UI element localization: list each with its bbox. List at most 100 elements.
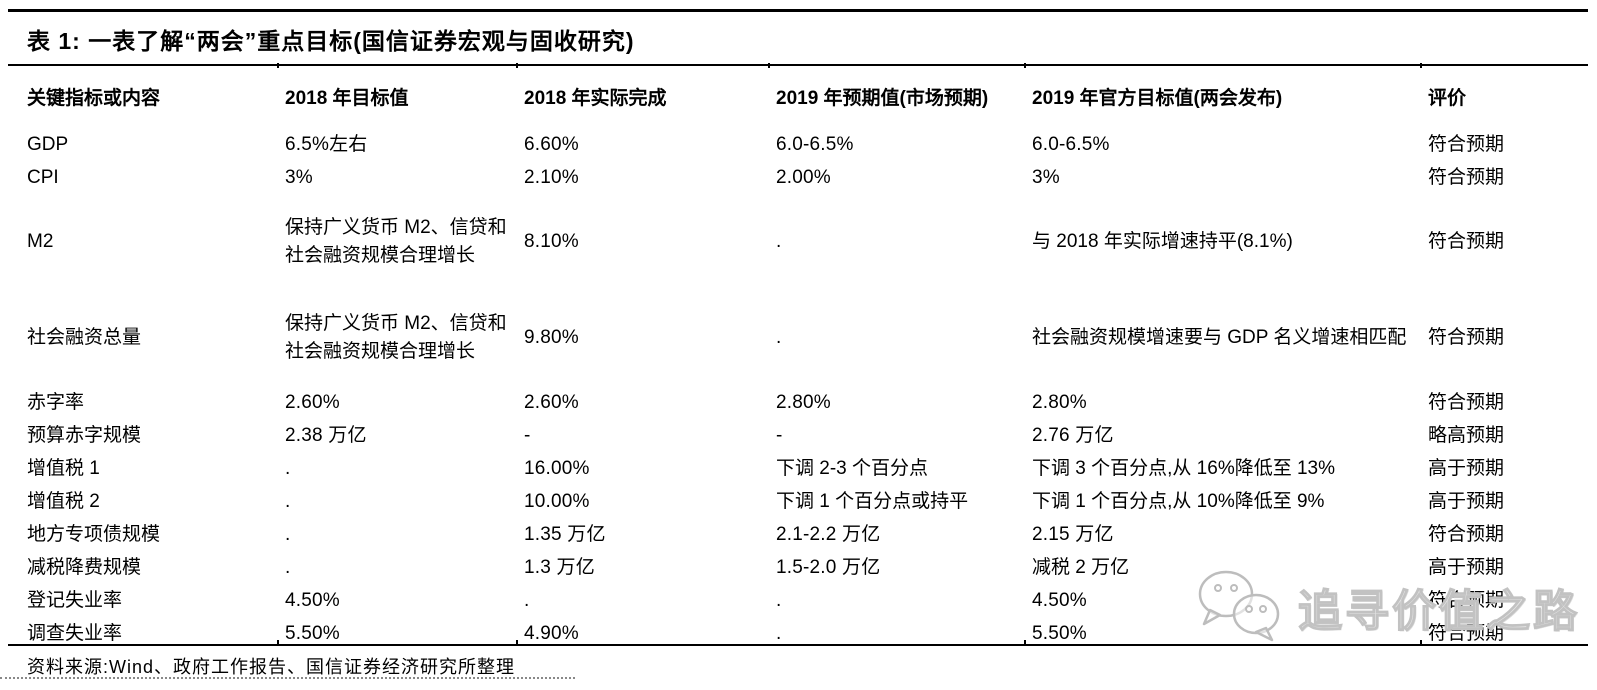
cell-official-2019: 下调 3 个百分点,从 16%降低至 13% xyxy=(1032,457,1336,479)
table-row: 预算赤字规模 2.38 万亿 - - 2.76 万亿 略高预期 xyxy=(27,419,1570,452)
column-header-indicator: 关键指标或内容 xyxy=(27,88,161,109)
cropped-edge-artifact xyxy=(0,677,575,679)
cell-indicator: 社会融资总量 xyxy=(27,327,142,348)
cell-indicator: 地方专项债规模 xyxy=(27,523,161,545)
cell-indicator: 减税降费规模 xyxy=(27,556,142,578)
table-row: 减税降费规模. 1.3 万亿 1.5-2.0 万亿 减税 2 万亿 高于预期 xyxy=(27,551,1570,584)
cell-indicator: 预算赤字规模 xyxy=(27,424,142,446)
cell-actual-2018: 10.00% xyxy=(524,490,590,512)
cell-expected-2019: 下调 2-3 个百分点 xyxy=(776,457,929,479)
cell-actual-2018: 2.10% xyxy=(524,166,579,188)
table-title: 表 1: 一表了解“两会”重点目标(国信证券宏观与固收研究) xyxy=(27,28,635,54)
cell-expected-2019: 2.00% xyxy=(776,166,831,188)
cell-target-2018: 4.50% xyxy=(285,589,340,611)
column-header-expected-2019: 2019 年预期值(市场预期) xyxy=(776,88,989,109)
table-row: CPI 3% 2.10% 2.00% 3% 符合预期 xyxy=(27,161,1570,194)
cell-evaluation: 符合预期 xyxy=(1428,391,1505,413)
table-row: M2 保持广义货币 M2、信贷和社会融资规模合理增长 8.10%. 与 2018 年实… xyxy=(27,194,1570,290)
targets-table: 关键指标或内容 2018 年目标值 2018 年实际完成 2019 年预期值(市… xyxy=(27,70,1570,650)
cell-target-2018: . xyxy=(285,556,291,578)
column-tick xyxy=(277,63,279,68)
column-header-target-2018: 2018 年目标值 xyxy=(285,88,409,109)
cell-official-2019: 2.76 万亿 xyxy=(1032,424,1114,446)
cell-target-2018: 保持广义货币 M2、信贷和社会融资规模合理增长 xyxy=(285,217,507,266)
cell-actual-2018: - xyxy=(524,424,531,446)
cell-expected-2019: 2.80% xyxy=(776,391,831,413)
cell-expected-2019: 6.0-6.5% xyxy=(776,133,854,155)
cell-evaluation: 符合预期 xyxy=(1428,523,1505,545)
cell-evaluation: 符合预期 xyxy=(1428,622,1505,644)
cell-expected-2019: . xyxy=(776,231,782,252)
cell-official-2019: 与 2018 年实际增速持平(8.1%) xyxy=(1032,231,1293,252)
cell-official-2019: 5.50% xyxy=(1032,622,1087,644)
cell-actual-2018: 16.00% xyxy=(524,457,590,479)
cell-indicator: 调查失业率 xyxy=(27,622,123,644)
cell-expected-2019: - xyxy=(776,424,783,446)
column-tick xyxy=(277,640,279,645)
cell-indicator: 增值税 1 xyxy=(27,457,100,479)
column-header-evaluation: 评价 xyxy=(1428,88,1467,109)
table-row: 赤字率 2.60% 2.60% 2.80% 2.80% 符合预期 xyxy=(27,386,1570,419)
cell-evaluation: 略高预期 xyxy=(1428,424,1505,446)
cell-target-2018: 3% xyxy=(285,166,313,188)
cell-indicator: 增值税 2 xyxy=(27,490,100,512)
cell-expected-2019: . xyxy=(776,589,782,611)
column-tick xyxy=(516,63,518,68)
header-divider xyxy=(8,63,1588,68)
cell-expected-2019: . xyxy=(776,622,782,644)
cell-target-2018: . xyxy=(285,490,291,512)
header-row: 关键指标或内容 2018 年目标值 2018 年实际完成 2019 年预期值(市… xyxy=(27,70,1570,128)
column-tick xyxy=(1024,63,1026,68)
table-row: 登记失业率 4.50%.. 4.50% 符合预期 xyxy=(27,584,1570,617)
cell-official-2019: 社会融资规模增速要与 GDP 名义增速相匹配 xyxy=(1032,327,1407,348)
table-row: GDP 6.5%左右 6.60% 6.0-6.5% 6.0-6.5% 符合预期 xyxy=(27,128,1570,161)
cell-actual-2018: . xyxy=(524,589,530,611)
cell-evaluation: 高于预期 xyxy=(1428,490,1505,512)
table-row: 增值税 2. 10.00% 下调 1 个百分点或持平 下调 1 个百分点,从 10%降… xyxy=(27,485,1570,518)
column-tick xyxy=(516,640,518,645)
cell-target-2018: . xyxy=(285,457,291,479)
cell-indicator: 赤字率 xyxy=(27,391,85,413)
cell-target-2018: 6.5%左右 xyxy=(285,133,368,155)
cell-evaluation: 符合预期 xyxy=(1428,166,1505,188)
cell-evaluation: 高于预期 xyxy=(1428,556,1505,578)
cell-indicator: M2 xyxy=(27,231,54,252)
cell-actual-2018: 1.35 万亿 xyxy=(524,523,606,545)
cell-official-2019: 下调 1 个百分点,从 10%降低至 9% xyxy=(1032,490,1325,512)
cell-actual-2018: 8.10% xyxy=(524,231,579,252)
cell-target-2018: 5.50% xyxy=(285,622,340,644)
source-note: 资料来源:Wind、政府工作报告、国信证券经济研究所整理 xyxy=(27,657,516,677)
cell-evaluation: 符合预期 xyxy=(1428,133,1505,155)
column-header-official-2019: 2019 年官方目标值(两会发布) xyxy=(1032,88,1283,109)
cell-actual-2018: 9.80% xyxy=(524,327,579,348)
cell-indicator: 登记失业率 xyxy=(27,589,123,611)
top-divider xyxy=(8,9,1588,12)
cell-target-2018: 保持广义货币 M2、信贷和社会融资规模合理增长 xyxy=(285,313,507,362)
cell-expected-2019: 下调 1 个百分点或持平 xyxy=(776,490,969,512)
cell-actual-2018: 4.90% xyxy=(524,622,579,644)
cell-evaluation: 符合预期 xyxy=(1428,589,1505,611)
cell-official-2019: 6.0-6.5% xyxy=(1032,133,1110,155)
cell-evaluation: 符合预期 xyxy=(1428,231,1505,252)
cell-official-2019: 4.50% xyxy=(1032,589,1087,611)
cell-target-2018: 2.38 万亿 xyxy=(285,424,367,446)
column-tick xyxy=(1024,640,1026,645)
cell-official-2019: 2.15 万亿 xyxy=(1032,523,1114,545)
cell-actual-2018: 6.60% xyxy=(524,133,579,155)
column-tick xyxy=(1420,640,1422,645)
cell-official-2019: 2.80% xyxy=(1032,391,1087,413)
table-row: 地方专项债规模. 1.35 万亿 2.1-2.2 万亿 2.15 万亿 符合预期 xyxy=(27,518,1570,551)
column-tick xyxy=(768,63,770,68)
cell-expected-2019: . xyxy=(776,327,782,348)
cell-indicator: GDP xyxy=(27,133,69,155)
table-row: 社会融资总量 保持广义货币 M2、信贷和社会融资规模合理增长 9.80%. 社会融资规… xyxy=(27,290,1570,386)
cell-target-2018: 2.60% xyxy=(285,391,340,413)
table-bottom-divider xyxy=(8,640,1588,646)
cell-official-2019: 减税 2 万亿 xyxy=(1032,556,1130,578)
cell-target-2018: . xyxy=(285,523,291,545)
cell-evaluation: 高于预期 xyxy=(1428,457,1505,479)
column-header-actual-2018: 2018 年实际完成 xyxy=(524,88,667,109)
cell-actual-2018: 1.3 万亿 xyxy=(524,556,595,578)
column-tick xyxy=(1420,63,1422,68)
